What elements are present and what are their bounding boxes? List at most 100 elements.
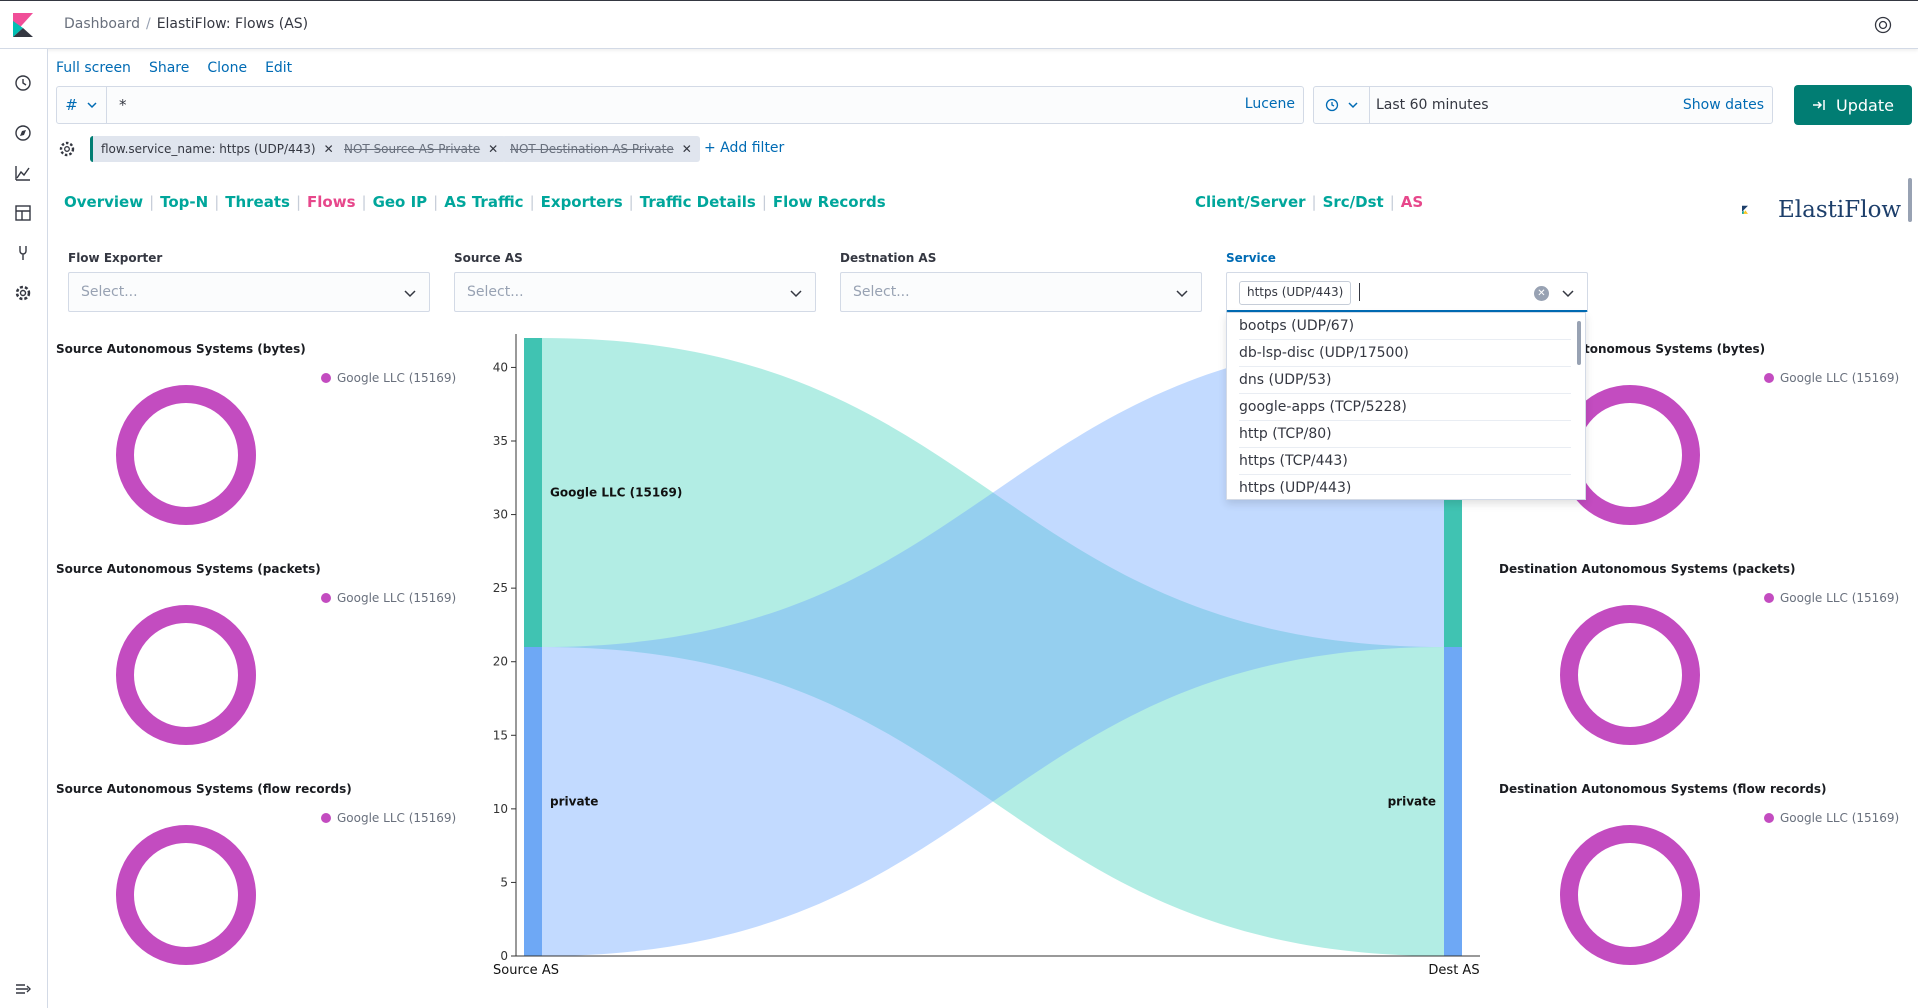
dest-as-select[interactable]: Select... bbox=[840, 272, 1202, 312]
filter-pill[interactable]: flow.service_name: https (UDP/443) ✕ bbox=[90, 136, 342, 162]
legend-label: Google LLC (15169) bbox=[337, 811, 457, 825]
clone-link[interactable]: Clone bbox=[207, 60, 248, 76]
dashboard-icon[interactable] bbox=[13, 203, 33, 223]
filter-options-gear-icon[interactable] bbox=[58, 140, 76, 158]
kibana-logo-icon[interactable] bbox=[13, 13, 33, 37]
legend-item[interactable]: Google LLC (15169) bbox=[321, 811, 456, 825]
nav-separator: | bbox=[529, 193, 535, 211]
show-dates-link[interactable]: Show dates bbox=[1682, 97, 1764, 113]
x-axis-label: Source AS bbox=[493, 963, 559, 978]
discover-compass-icon[interactable] bbox=[13, 123, 33, 143]
donut-chart[interactable] bbox=[1560, 825, 1700, 965]
time-range-text[interactable]: Last 60 minutes bbox=[1376, 97, 1489, 113]
filter-pill[interactable]: NOT Destination AS Private ✕ bbox=[502, 136, 700, 162]
donut-chart[interactable] bbox=[1560, 605, 1700, 745]
service-option[interactable]: dns (UDP/53) bbox=[1239, 367, 1571, 394]
nav-link-exporters[interactable]: Exporters bbox=[540, 193, 623, 211]
service-label: Service bbox=[1226, 251, 1276, 265]
visualize-chart-icon[interactable] bbox=[13, 163, 33, 183]
nav-link-threats[interactable]: Threats bbox=[225, 193, 290, 211]
panel-title: Source Autonomous Systems (flow records) bbox=[56, 782, 352, 796]
legend-color-dot bbox=[321, 813, 331, 823]
query-language-menu[interactable]: # bbox=[57, 87, 107, 123]
select-placeholder: Select... bbox=[467, 284, 524, 300]
query-input[interactable]: * bbox=[119, 96, 127, 114]
nav-link-geo-ip[interactable]: Geo IP bbox=[372, 193, 428, 211]
options-scrollbar[interactable] bbox=[1577, 321, 1581, 365]
legend-item[interactable]: Google LLC (15169) bbox=[321, 591, 456, 605]
legend-item[interactable]: Google LLC (15169) bbox=[1764, 371, 1899, 385]
dashboard-nav: Overview | Top-N | Threats | Flows | Geo IP | AS T… bbox=[64, 193, 886, 211]
calendar-clock-icon bbox=[1325, 98, 1338, 112]
service-option[interactable]: http (TCP/80) bbox=[1239, 421, 1571, 448]
chevron-down-icon[interactable] bbox=[1561, 286, 1575, 300]
sankey-link bbox=[542, 338, 1444, 956]
close-icon[interactable]: ✕ bbox=[681, 142, 692, 156]
y-tick-label: 20 bbox=[493, 655, 508, 669]
chevron-down-icon bbox=[87, 102, 97, 109]
share-link[interactable]: Share bbox=[148, 60, 190, 76]
nav-separator: | bbox=[433, 193, 439, 211]
clear-icon[interactable]: ✕ bbox=[1534, 286, 1549, 301]
add-filter-button[interactable]: + Add filter bbox=[704, 140, 785, 156]
nav-link-traffic-details[interactable]: Traffic Details bbox=[639, 193, 756, 211]
source-as-select[interactable]: Select... bbox=[454, 272, 816, 312]
legend-item[interactable]: Google LLC (15169) bbox=[1764, 591, 1899, 605]
breadcrumb-dashboard[interactable]: Dashboard bbox=[64, 16, 140, 32]
query-syntax-toggle[interactable]: Lucene bbox=[1244, 96, 1295, 112]
legend-color-dot bbox=[321, 373, 331, 383]
filter-pill-label: NOT Source AS Private bbox=[344, 142, 481, 156]
donut-chart[interactable] bbox=[116, 605, 256, 745]
dashboard-top-menu: Full screen Share Clone Edit bbox=[56, 60, 310, 76]
chevron-down-icon bbox=[404, 290, 416, 298]
donut-chart[interactable] bbox=[116, 385, 256, 525]
legend-item[interactable]: Google LLC (15169) bbox=[321, 371, 456, 385]
update-button[interactable]: Update bbox=[1794, 85, 1912, 125]
nav-link-top-n[interactable]: Top-N bbox=[160, 193, 209, 211]
nav-link-flow-records[interactable]: Flow Records bbox=[772, 193, 886, 211]
y-tick-label: 25 bbox=[493, 581, 508, 595]
service-option[interactable]: db-lsp-disc (UDP/17500) bbox=[1239, 340, 1571, 367]
nav-separator: | bbox=[361, 193, 367, 211]
service-combobox[interactable]: https (UDP/443) ✕ bbox=[1226, 272, 1588, 312]
nav-link-src-dst[interactable]: Src/Dst bbox=[1322, 193, 1384, 211]
selected-service-chip[interactable]: https (UDP/443) bbox=[1239, 281, 1352, 305]
donut-chart[interactable] bbox=[116, 825, 256, 965]
panel-title: Destination Autonomous Systems (packets) bbox=[1499, 562, 1796, 576]
collapse-nav-icon[interactable] bbox=[13, 979, 33, 999]
close-icon[interactable]: ✕ bbox=[323, 142, 334, 156]
nav-link-as-traffic[interactable]: AS Traffic bbox=[444, 193, 524, 211]
x-axis-label: Dest AS bbox=[1428, 963, 1479, 978]
quick-menu-button[interactable] bbox=[1314, 87, 1370, 123]
flow-exporter-select[interactable]: Select... bbox=[68, 272, 430, 312]
help-icon[interactable] bbox=[1874, 16, 1892, 34]
legend-color-dot bbox=[1764, 373, 1774, 383]
service-option[interactable]: bootps (UDP/67) bbox=[1239, 313, 1571, 340]
management-gear-icon[interactable] bbox=[13, 283, 33, 303]
filter-pill[interactable]: NOT Source AS Private ✕ bbox=[336, 136, 507, 162]
date-picker: Last 60 minutes Show dates bbox=[1313, 86, 1773, 124]
service-option[interactable]: https (UDP/443) bbox=[1239, 475, 1571, 499]
full-screen-link[interactable]: Full screen bbox=[56, 60, 131, 76]
elastiflow-brand: ElastiFlow bbox=[1778, 197, 1902, 223]
chevron-down-icon bbox=[1347, 102, 1358, 109]
edit-link[interactable]: Edit bbox=[265, 60, 293, 76]
service-option[interactable]: https (TCP/443) bbox=[1239, 448, 1571, 475]
nav-separator: | bbox=[628, 193, 634, 211]
nav-link-client-server[interactable]: Client/Server bbox=[1195, 193, 1306, 211]
nav-link-as[interactable]: AS bbox=[1400, 193, 1424, 211]
legend-color-dot bbox=[321, 593, 331, 603]
source-as-label: Source AS bbox=[454, 251, 523, 265]
nav-link-overview[interactable]: Overview bbox=[64, 193, 144, 211]
top-bar: Dashboard / ElastiFlow: Flows (AS) bbox=[0, 0, 1918, 49]
nav-link-flows[interactable]: Flows bbox=[307, 193, 356, 211]
page-scrollbar[interactable] bbox=[1908, 178, 1912, 222]
dev-tools-icon[interactable] bbox=[13, 243, 33, 263]
recent-clock-icon[interactable] bbox=[13, 73, 33, 93]
legend-item[interactable]: Google LLC (15169) bbox=[1764, 811, 1899, 825]
breadcrumb: Dashboard / ElastiFlow: Flows (AS) bbox=[64, 16, 308, 32]
y-tick-label: 5 bbox=[500, 875, 508, 889]
service-option[interactable]: google-apps (TCP/5228) bbox=[1239, 394, 1571, 421]
sankey-link bbox=[542, 338, 1444, 956]
close-icon[interactable]: ✕ bbox=[488, 142, 499, 156]
